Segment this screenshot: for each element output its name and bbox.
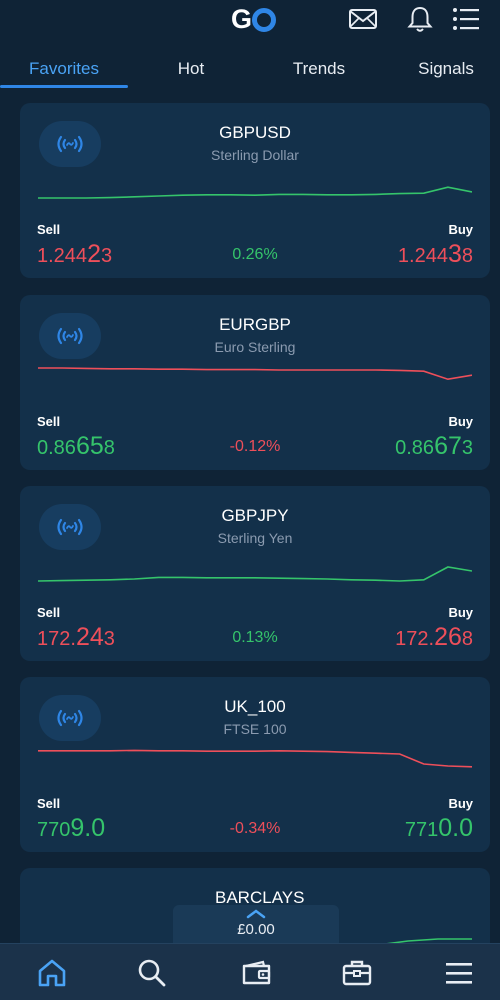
sell-price[interactable]: 1.24423 bbox=[37, 240, 112, 269]
sell-label: Sell bbox=[37, 222, 61, 237]
signal-wave-icon bbox=[57, 518, 83, 536]
buy-price-prefix: 0.86 bbox=[395, 437, 435, 459]
header: G bbox=[0, 0, 500, 40]
price-sparkline bbox=[38, 186, 472, 199]
sparkline-path bbox=[38, 749, 472, 768]
buy-price-prefix: 172. bbox=[395, 628, 435, 650]
sell-price[interactable]: 172.243 bbox=[37, 623, 115, 652]
sell-label: Sell bbox=[37, 796, 61, 811]
sparkline-path bbox=[38, 566, 472, 582]
portfolio-icon[interactable] bbox=[341, 958, 373, 988]
bell-icon[interactable] bbox=[405, 5, 435, 33]
tab-hot[interactable]: Hot bbox=[177, 59, 205, 78]
instrument-card[interactable]: EURGBP Euro Sterling Sell Buy 0.86658 0.86673… bbox=[20, 295, 490, 470]
buy-price[interactable]: 1.24438 bbox=[398, 240, 473, 269]
instrument-symbol: EURGBP bbox=[219, 315, 291, 334]
sell-price[interactable]: 0.86658 bbox=[37, 432, 115, 461]
sell-price-prefix: 172. bbox=[37, 628, 76, 650]
tab-favorites[interactable]: Favorites bbox=[29, 59, 99, 78]
sell-price-big: 65 bbox=[75, 432, 104, 460]
bottom-nav bbox=[0, 943, 500, 1000]
buy-label: Buy bbox=[448, 796, 473, 811]
menu-icon[interactable] bbox=[443, 958, 475, 988]
change-percent: 0.26% bbox=[232, 246, 278, 263]
instrument-card[interactable]: GBPUSD Sterling Dollar Sell Buy 1.24423 1.244… bbox=[20, 103, 490, 278]
buy-price[interactable]: 0.86673 bbox=[395, 432, 473, 461]
buy-price-prefix: 771 bbox=[404, 819, 439, 841]
sparkline-path bbox=[38, 186, 472, 199]
sell-price-suffix: 3 bbox=[100, 245, 113, 267]
sell-price-prefix: 1.244 bbox=[37, 245, 88, 267]
sell-label: Sell bbox=[37, 605, 61, 620]
buy-price-big: 0.0 bbox=[438, 814, 473, 842]
chevron-up-icon bbox=[246, 909, 266, 919]
instrument-description: Sterling Dollar bbox=[211, 147, 299, 163]
sell-price-suffix: 3 bbox=[103, 628, 115, 650]
go-logo: G bbox=[231, 4, 277, 34]
tab-trends[interactable]: Trends bbox=[292, 59, 346, 78]
buy-price-prefix: 1.244 bbox=[397, 245, 448, 267]
buy-price-suffix: 3 bbox=[461, 437, 473, 459]
signal-button[interactable] bbox=[39, 121, 101, 167]
mail-icon[interactable] bbox=[348, 5, 378, 33]
instrument-symbol: UK_100 bbox=[224, 697, 286, 716]
instrument-description: FTSE 100 bbox=[223, 721, 287, 737]
buy-price-big: 67 bbox=[434, 432, 462, 460]
search-icon[interactable] bbox=[136, 958, 168, 988]
menu-list-icon[interactable] bbox=[451, 5, 481, 33]
buy-price[interactable]: 7710.0 bbox=[405, 814, 473, 843]
signal-button[interactable] bbox=[39, 313, 101, 359]
signal-wave-icon bbox=[57, 327, 83, 345]
buy-label: Buy bbox=[448, 605, 473, 620]
buy-price[interactable]: 172.268 bbox=[395, 623, 473, 652]
sparkline-path bbox=[38, 367, 472, 381]
change-percent: -0.12% bbox=[229, 438, 281, 455]
sell-label: Sell bbox=[37, 414, 61, 429]
wallet-icon[interactable] bbox=[241, 958, 273, 988]
buy-label: Buy bbox=[448, 222, 473, 237]
buy-price-suffix: 8 bbox=[461, 245, 473, 267]
price-sparkline bbox=[38, 566, 472, 582]
signal-wave-icon bbox=[57, 135, 83, 153]
buy-price-big: 26 bbox=[434, 623, 462, 651]
instrument-description: Sterling Yen bbox=[217, 530, 293, 546]
tab-signals[interactable]: Signals bbox=[418, 59, 474, 78]
buy-label: Buy bbox=[448, 414, 473, 429]
sell-price[interactable]: 7709.0 bbox=[37, 814, 105, 843]
market-tabs: Favorites Hot Trends Signals bbox=[0, 52, 500, 88]
instrument-symbol: GBPJPY bbox=[221, 506, 289, 525]
sell-price-big: 2 bbox=[87, 240, 101, 268]
sell-price-big: 24 bbox=[75, 623, 104, 651]
instrument-card[interactable]: UK_100 FTSE 100 Sell Buy 7709.0 7710.0 -0.34% bbox=[20, 677, 490, 852]
home-icon[interactable] bbox=[36, 958, 68, 988]
signal-button[interactable] bbox=[39, 504, 101, 550]
signal-button[interactable] bbox=[39, 695, 101, 741]
active-tab-indicator bbox=[0, 85, 128, 88]
price-sparkline bbox=[38, 749, 472, 768]
instrument-symbol: GBPUSD bbox=[219, 123, 291, 142]
buy-price-suffix: 8 bbox=[461, 628, 473, 650]
sell-price-prefix: 770 bbox=[37, 819, 71, 841]
instrument-card[interactable]: GBPJPY Sterling Yen Sell Buy 172.243 172.268 0… bbox=[20, 486, 490, 661]
sell-price-prefix: 0.86 bbox=[37, 437, 76, 459]
buy-price-big: 3 bbox=[447, 240, 462, 268]
sell-price-suffix: 8 bbox=[103, 437, 115, 459]
price-sparkline bbox=[38, 367, 472, 381]
balance-toggle[interactable]: £0.00 bbox=[173, 905, 339, 945]
instrument-description: Euro Sterling bbox=[214, 339, 296, 355]
change-percent: -0.34% bbox=[229, 820, 281, 837]
signal-wave-icon bbox=[57, 709, 83, 727]
sell-price-big: 9.0 bbox=[70, 814, 106, 842]
instrument-symbol: _BARCLAYS bbox=[205, 888, 305, 907]
change-percent: 0.13% bbox=[232, 629, 278, 646]
balance-amount: £0.00 bbox=[237, 921, 275, 938]
